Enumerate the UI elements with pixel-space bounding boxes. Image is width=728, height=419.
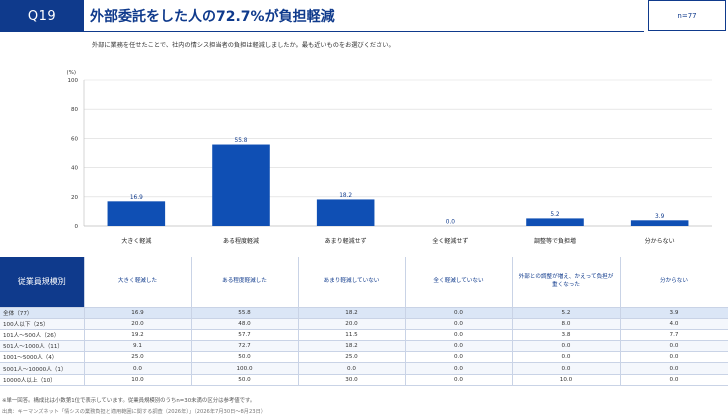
table-cell: 0.0 <box>405 362 513 375</box>
bar-chart: (%) 100 80 60 40 20 0 16.9 大きく軽減 55.8 ある程度軽減 18.2 あま… <box>66 70 712 245</box>
table-cell: 48.0 <box>191 318 299 330</box>
table-cell: 10.0 <box>512 374 621 386</box>
question-number-badge: Q19 <box>0 0 84 32</box>
table-cell: 10.0 <box>84 374 192 386</box>
table-cell: 20.0 <box>84 318 192 330</box>
x-category-label: 全く軽減せず <box>432 237 468 245</box>
table-cell: 3.9 <box>620 307 728 319</box>
table-cell: 0.0 <box>512 362 621 375</box>
row-label: 10000人以上（10） <box>0 374 85 386</box>
table-cell: 50.0 <box>191 374 299 386</box>
table-cell: 0.0 <box>512 351 621 364</box>
table-cell: 50.0 <box>191 351 299 364</box>
table-cell: 0.0 <box>405 329 513 342</box>
x-category-label: ある程度軽減 <box>223 237 259 245</box>
table-row-total: 全体（77） 16.9 55.8 18.2 0.0 5.2 3.9 <box>0 307 728 319</box>
table-cell: 0.0 <box>620 362 728 375</box>
table-corner-label: 従業員規模別 <box>0 257 85 308</box>
sample-size-box: n=77 <box>648 0 726 31</box>
table-row: 5001人～10000人（1） 0.0 100.0 0.0 0.0 0.0 0.0 <box>0 362 728 375</box>
table-cell: 0.0 <box>620 351 728 364</box>
table-cell: 25.0 <box>298 351 406 364</box>
source-citation: 出典：キーマンズネット「情シスの業務負担と適用範囲に関する調査（2026年）」（… <box>2 409 266 415</box>
table-cell: 16.9 <box>84 307 192 319</box>
table-cell: 55.8 <box>191 307 299 319</box>
table-cell: 11.5 <box>298 329 406 342</box>
row-label: 101人～500人（26） <box>0 329 85 342</box>
y-tick-label: 100 <box>68 78 79 84</box>
table-cell: 0.0 <box>620 374 728 386</box>
segment-table: 従業員規模別 大きく軽減した ある程度軽減した あまり軽減していない 全く軽減し… <box>0 257 728 386</box>
row-label: 5001人～10000人（1） <box>0 362 85 375</box>
table-cell: 5.2 <box>512 307 621 319</box>
table-cell: 18.2 <box>298 340 406 353</box>
y-axis-unit-label: (%) <box>66 70 76 76</box>
table-cell: 0.0 <box>405 318 513 330</box>
table-cell: 100.0 <box>191 362 299 375</box>
question-text: 外部に業務を任せたことで、社内の情シス担当者の負担は軽減しましたか。最も近いもの… <box>92 42 395 49</box>
bar <box>107 201 166 226</box>
table-cell: 19.2 <box>84 329 192 342</box>
title-divider <box>84 31 644 32</box>
y-tick-label: 60 <box>71 136 78 142</box>
table-cell: 8.0 <box>512 318 621 330</box>
table-cell: 3.8 <box>512 329 621 342</box>
bar-value-label: 3.9 <box>655 214 665 220</box>
table-cell: 0.0 <box>620 340 728 353</box>
table-cell: 0.0 <box>405 307 513 319</box>
column-header: 分からない <box>620 257 728 308</box>
row-label: 501人～1000人（11） <box>0 340 85 353</box>
table-cell: 18.2 <box>298 307 406 319</box>
table-cell: 72.7 <box>191 340 299 353</box>
bar <box>526 218 584 226</box>
x-category-label: 調整等で負担増 <box>534 237 576 245</box>
column-header: 全く軽減していない <box>405 257 513 308</box>
table-cell: 30.0 <box>298 374 406 386</box>
column-header: 大きく軽減した <box>84 257 192 308</box>
table-cell: 0.0 <box>298 362 406 375</box>
x-category-label: 分からない <box>645 237 675 245</box>
bar-value-label: 16.9 <box>130 195 143 201</box>
bar <box>630 220 689 226</box>
column-header: 外部との調整が増え、かえって負担が重くなった <box>512 257 621 308</box>
column-header: ある程度軽減した <box>191 257 299 308</box>
table-cell: 0.0 <box>512 340 621 353</box>
table-cell: 7.7 <box>620 329 728 342</box>
table-row: 501人～1000人（11） 9.1 72.7 18.2 0.0 0.0 0.0 <box>0 340 728 353</box>
table-row: 10000人以上（10） 10.0 50.0 30.0 0.0 10.0 0.0 <box>0 374 728 386</box>
bar-value-label: 0.0 <box>446 220 456 226</box>
table-row: 100人以下（25） 20.0 48.0 20.0 0.0 8.0 4.0 <box>0 318 728 330</box>
x-category-label: あまり軽減せず <box>325 237 367 245</box>
table-cell: 57.7 <box>191 329 299 342</box>
page-title: 外部委託をした人の72.7%が負担軽減 <box>90 9 335 25</box>
table-header-row: 従業員規模別 大きく軽減した ある程度軽減した あまり軽減していない 全く軽減し… <box>0 257 728 308</box>
table-cell: 0.0 <box>84 362 192 375</box>
table-cell: 9.1 <box>84 340 192 353</box>
table-cell: 4.0 <box>620 318 728 330</box>
table-cell: 25.0 <box>84 351 192 364</box>
y-tick-label: 0 <box>75 224 79 230</box>
bar-value-label: 55.8 <box>235 138 248 144</box>
column-header: あまり軽減していない <box>298 257 406 308</box>
x-category-label: 大きく軽減 <box>121 237 151 245</box>
y-tick-label: 20 <box>71 195 78 201</box>
table-row: 1001～5000人（4） 25.0 50.0 25.0 0.0 0.0 0.0 <box>0 351 728 364</box>
bar <box>212 144 270 226</box>
table-cell: 0.0 <box>405 351 513 364</box>
row-label: 100人以下（25） <box>0 318 85 330</box>
y-tick-label: 80 <box>71 107 78 113</box>
footnote: ※単一回答。構成比は小数第1位で表示しています。従業員規模別のうちn=30未満の… <box>2 398 256 404</box>
bar-value-label: 18.2 <box>339 193 352 199</box>
row-label: 全体（77） <box>0 307 85 319</box>
bar-value-label: 5.2 <box>550 212 560 218</box>
bar <box>316 199 375 226</box>
y-tick-label: 40 <box>71 166 78 172</box>
table-cell: 20.0 <box>298 318 406 330</box>
row-label: 1001～5000人（4） <box>0 351 85 364</box>
table-cell: 0.0 <box>405 340 513 353</box>
table-row: 101人～500人（26） 19.2 57.7 11.5 0.0 3.8 7.7 <box>0 329 728 342</box>
table-cell: 0.0 <box>405 374 513 386</box>
